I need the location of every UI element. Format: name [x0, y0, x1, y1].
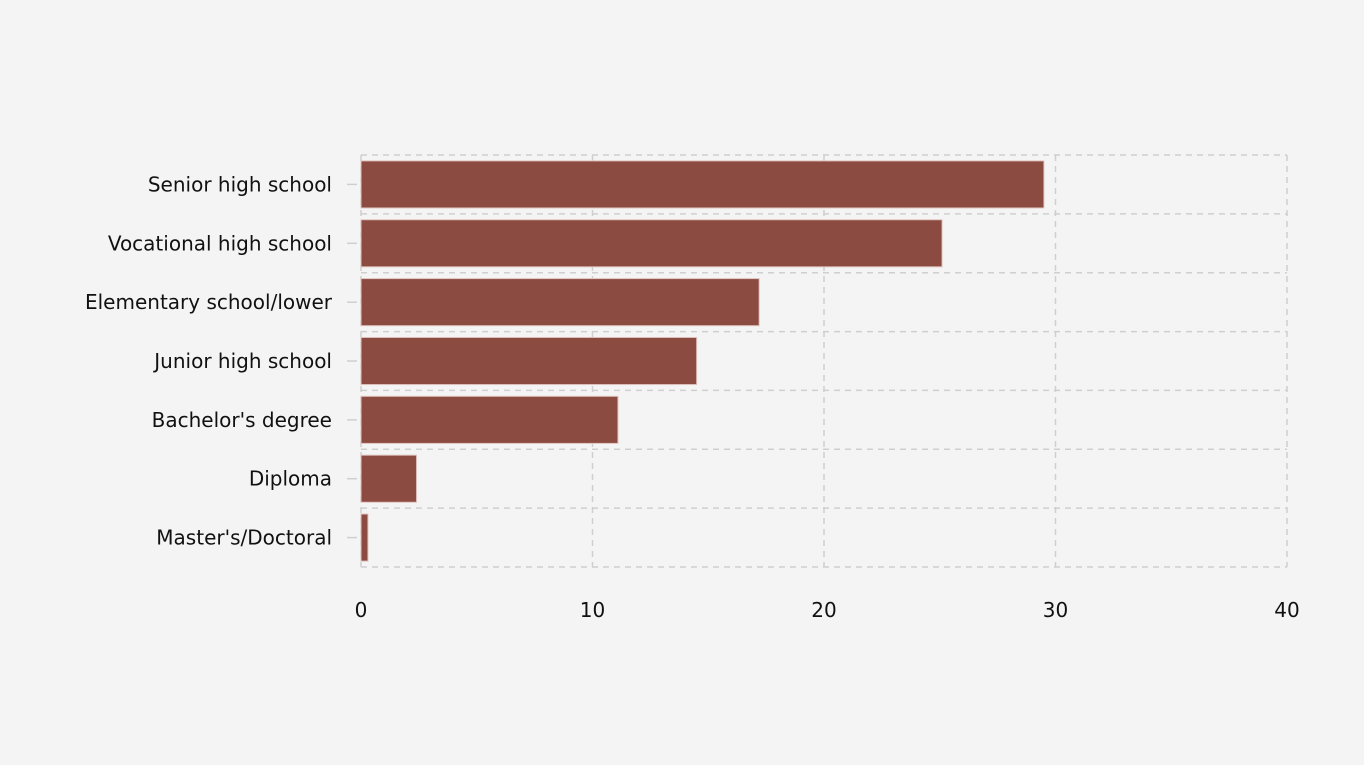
x-tick-label: 10 — [580, 598, 605, 622]
x-tick-label: 20 — [811, 598, 836, 622]
x-tick-label: 30 — [1043, 598, 1068, 622]
bar — [360, 454, 418, 503]
y-tick-label: Bachelor's degree — [152, 408, 332, 432]
y-tick-label: Senior high school — [148, 172, 332, 196]
bar — [360, 278, 760, 327]
x-tick-label: 40 — [1274, 598, 1299, 622]
grid — [360, 154, 1288, 568]
y-axis-labels: Senior high school Vocational high school… — [85, 172, 357, 550]
bar — [360, 336, 698, 386]
y-tick-label: Diploma — [249, 467, 332, 491]
bar — [360, 513, 369, 562]
bar — [360, 219, 943, 268]
bars — [360, 160, 1045, 562]
x-axis-labels: 0 10 20 30 40 — [355, 598, 1300, 622]
bar — [360, 395, 619, 444]
bar — [360, 160, 1045, 209]
y-tick-label: Vocational high school — [108, 231, 332, 255]
x-tick-label: 0 — [355, 598, 368, 622]
y-tick-label: Elementary school/lower — [85, 290, 333, 314]
y-tick-label: Junior high school — [152, 349, 332, 373]
y-tick-label: Master's/Doctoral — [156, 526, 332, 550]
